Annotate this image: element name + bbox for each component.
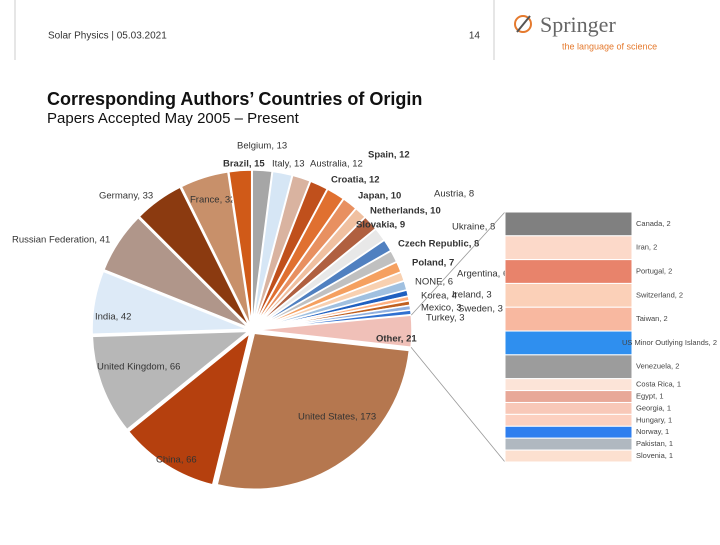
bar-segment [504,425,633,439]
data-label: Austria, 8 [434,189,474,200]
data-label: Other, 21 [376,334,417,345]
bar-segment [504,449,633,463]
bar-segment [504,306,633,332]
pie-slice [102,216,250,329]
data-label: Argentina, 6 [457,269,508,280]
data-label: NONE, 6 [415,277,453,288]
pie-slice [255,314,413,349]
data-label: Hungary, 1 [636,415,672,424]
bar-segment [504,282,633,308]
data-label: India, 42 [95,312,131,323]
pie-slice [138,186,251,328]
bar-segment [504,330,633,356]
connector [410,211,506,316]
data-label: Korea, 4 [421,291,457,302]
data-label: Switzerland, 2 [636,290,683,299]
data-label: Japan, 10 [358,191,401,202]
data-label: United Kingdom, 66 [97,362,180,373]
data-label: Taiwan, 2 [636,314,668,323]
data-label: Canada, 2 [636,219,671,228]
bar-segment [504,354,633,380]
data-label: Sweden, 3 [458,304,503,315]
data-label: Brazil, 15 [223,159,265,170]
data-label: France, 32 [190,195,235,206]
data-label: US Minor Outlying Islands, 2 [622,338,717,347]
data-label: Turkey, 3 [426,313,465,324]
data-label: Egypt, 1 [636,392,664,401]
data-label: Spain, 12 [368,150,410,161]
data-label: Iran, 2 [636,243,657,252]
data-label: China, 66 [156,455,197,466]
chart-title: Corresponding Authors’ Countries of Orig… [47,89,422,109]
data-label: Belgium, 13 [237,141,287,152]
data-label: Germany, 33 [99,191,153,202]
logo-icon [514,15,532,33]
pie-slice [91,330,251,431]
pie-slice [91,270,249,336]
data-label: Venezuela, 2 [636,362,679,371]
bar-segment [504,259,633,284]
bar-segment [504,437,633,451]
data-label: United States, 173 [298,412,376,423]
data-label: Italy, 13 [272,159,305,170]
data-label: Russian Federation, 41 [12,235,110,246]
data-label: Czech Republic, 8 [398,239,479,250]
bar-segment [504,401,633,415]
bar-segment [504,211,633,237]
data-label: Ukraine, 8 [452,222,495,233]
data-label: Slovakia, 9 [356,220,405,231]
chart-subtitle: Papers Accepted May 2005 – Present [47,110,300,127]
connector [410,346,506,463]
data-label: Portugal, 2 [636,267,672,276]
bar-segment [504,390,633,403]
data-label: Croatia, 12 [331,175,380,186]
pie-slice [127,331,252,486]
data-label: Norway, 1 [636,427,669,436]
data-label: Ireland, 3 [452,290,492,301]
data-label: Georgia, 1 [636,403,671,412]
data-label: Australia, 12 [310,159,363,170]
pie-slice [216,332,411,490]
tagline: the language of science [562,41,657,51]
page-number: 14 [469,31,481,42]
bar-segment [504,378,633,392]
data-label: Mexico, 3 [421,303,462,314]
data-label: Poland, 7 [412,258,454,269]
data-label: Pakistan, 1 [636,439,673,448]
data-label: Costa Rica, 1 [636,380,681,389]
data-label: Netherlands, 10 [370,206,441,217]
pie-slice [180,171,252,327]
data-label: Slovenia, 1 [636,451,673,460]
pie-slice [227,169,253,327]
header-source: Solar Physics | 05.03.2021 [48,31,167,42]
logo: Springer [540,12,616,37]
bar-segment [504,235,633,261]
bar-segment [504,413,633,427]
